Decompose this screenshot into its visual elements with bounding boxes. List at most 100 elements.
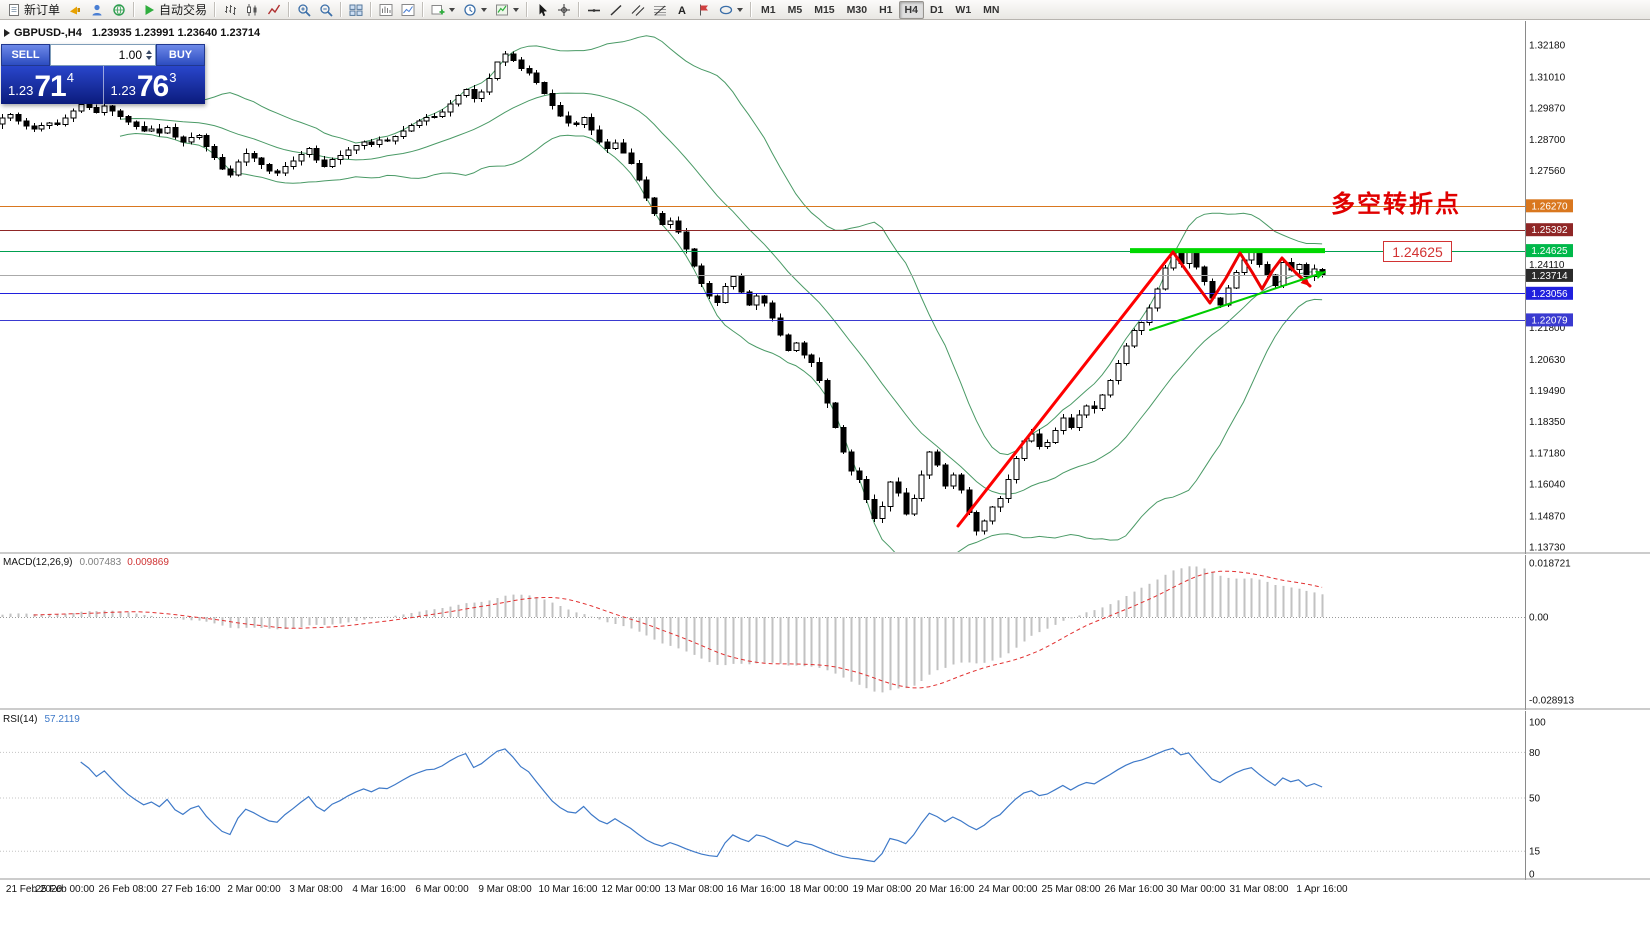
svg-text:1.29870: 1.29870	[1529, 103, 1566, 114]
trendline-tool[interactable]	[605, 1, 627, 19]
dropdown-arrow-icon[interactable]	[481, 7, 488, 12]
bar-chart-mode-button[interactable]	[219, 1, 241, 19]
price-axis: 1.32180 1.31010 1.29870 1.28700 1.27560 1.241…	[1525, 21, 1573, 880]
tf-m1-label: M1	[761, 3, 776, 16]
one-click-trading-panel: SELL 1.00 BUY 1.23 71 4 1.23 76 3	[1, 44, 205, 104]
dropdown-arrow-icon[interactable]	[737, 7, 744, 12]
periods-menu-button[interactable]	[459, 1, 491, 19]
svg-text:9 Mar 08:00: 9 Mar 08:00	[478, 884, 532, 895]
zoom-out-button[interactable]	[315, 1, 337, 19]
add-chart-button[interactable]	[427, 1, 459, 19]
fibonacci-tool[interactable]	[649, 1, 671, 19]
tile-windows-button[interactable]	[345, 1, 367, 19]
axis-price-badge	[1526, 286, 1573, 300]
svg-text:10 Mar 16:00: 10 Mar 16:00	[539, 884, 598, 895]
volume-value: 1.00	[118, 48, 142, 62]
svg-text:1.17180: 1.17180	[1529, 449, 1566, 460]
chart-lines-icon	[401, 3, 415, 17]
sell-price[interactable]: 1.23 71 4	[1, 66, 103, 104]
tf-w1[interactable]: W1	[949, 1, 977, 19]
resistance-price-label[interactable]: 1.24625	[1383, 241, 1452, 262]
svg-text:26 Mar 16:00: 26 Mar 16:00	[1105, 884, 1164, 895]
toolbar-separator	[288, 2, 291, 17]
turning-point-annotation[interactable]: 多空转折点	[1331, 191, 1461, 218]
volume-down-icon[interactable]	[146, 56, 152, 60]
volume-up-icon[interactable]	[146, 50, 152, 54]
rsi-pane	[0, 747, 1525, 863]
main-price-pane[interactable]	[0, 35, 1525, 570]
line-chart-mode-button[interactable]	[263, 1, 285, 19]
sell-price-pips: 71	[34, 70, 66, 103]
zoom-in-button[interactable]	[293, 1, 315, 19]
grid-icon	[349, 3, 363, 17]
tf-d1[interactable]: D1	[924, 1, 949, 19]
tf-h1[interactable]: H1	[873, 1, 898, 19]
tf-h4[interactable]: H4	[898, 0, 924, 19]
horn-icon	[68, 3, 82, 17]
indicators-menu-button[interactable]	[491, 1, 523, 19]
svg-text:4 Mar 16:00: 4 Mar 16:00	[352, 884, 406, 895]
sell-price-base: 1.23	[8, 83, 34, 98]
red-zigzag-arrow	[1171, 250, 1312, 305]
auto-trading-button[interactable]: 自动交易	[138, 1, 211, 19]
dropdown-arrow-icon[interactable]	[449, 7, 456, 12]
svg-text:50: 50	[1529, 794, 1541, 805]
indicator-icon	[495, 3, 509, 17]
horizontal-line-tool[interactable]	[583, 1, 605, 19]
dropdown-arrow-icon[interactable]	[513, 7, 520, 12]
bars-icon	[223, 3, 237, 17]
svg-text:25 Mar 08:00: 25 Mar 08:00	[1042, 884, 1101, 895]
new-chart-window-button[interactable]	[375, 1, 397, 19]
toolbar-separator	[526, 2, 529, 17]
svg-text:21 Feb 2020: 21 Feb 2020	[6, 884, 63, 895]
sell-button[interactable]: SELL	[1, 44, 50, 66]
axis-price-badge	[1526, 244, 1573, 258]
new-order-button[interactable]: 新订单	[3, 1, 64, 19]
text-tool[interactable]: A	[671, 1, 693, 19]
chart-profile-button[interactable]	[397, 1, 419, 19]
buy-button[interactable]: BUY	[156, 44, 205, 66]
play-icon	[142, 3, 156, 17]
pane-separators[interactable]	[0, 552, 1650, 880]
announcement-button[interactable]	[64, 1, 86, 19]
tf-m15[interactable]: M15	[808, 1, 840, 19]
svg-text:18 Mar 00:00: 18 Mar 00:00	[790, 884, 849, 895]
volume-spinner[interactable]	[146, 50, 152, 60]
candlestick-mode-button[interactable]	[241, 1, 263, 19]
crosshair-tool-button[interactable]	[553, 1, 575, 19]
drawn-objects[interactable]	[956, 250, 1326, 528]
one-click-toggle-icon[interactable]	[4, 29, 10, 37]
tf-m1[interactable]: M1	[755, 1, 782, 19]
svg-text:1.32180: 1.32180	[1529, 41, 1566, 52]
horizontal-line-objects[interactable]	[0, 206, 1525, 321]
toolbar-separator	[370, 2, 373, 17]
chart-ohlc-values: 1.23935 1.23991 1.23640 1.23714	[91, 27, 261, 39]
axis-price-badge	[1526, 313, 1573, 327]
text-label-tool[interactable]	[693, 1, 715, 19]
buy-price[interactable]: 1.23 76 3	[102, 66, 206, 104]
channel-tool[interactable]	[627, 1, 649, 19]
svg-text:16 Mar 16:00: 16 Mar 16:00	[727, 884, 786, 895]
candle-icon	[245, 3, 259, 17]
globe-icon	[112, 3, 126, 17]
svg-text:2 Mar 00:00: 2 Mar 00:00	[227, 884, 281, 895]
axis-price-badge	[1526, 223, 1573, 237]
volume-input[interactable]: 1.00	[50, 44, 156, 66]
zoom-out-icon	[319, 3, 333, 17]
tf-m5[interactable]: M5	[782, 1, 809, 19]
tf-mn[interactable]: MN	[977, 1, 1005, 19]
tf-m30[interactable]: M30	[841, 1, 873, 19]
toolbar-separator	[422, 2, 425, 17]
channel-icon	[631, 3, 645, 17]
svg-text:20 Mar 16:00: 20 Mar 16:00	[916, 884, 975, 895]
tf-m5-label: M5	[787, 3, 803, 16]
toolbar-separator	[578, 2, 581, 17]
market-watch-button[interactable]	[86, 1, 108, 19]
cursor-tool-button[interactable]	[531, 1, 553, 19]
community-button[interactable]	[108, 1, 130, 19]
svg-text:0: 0	[1529, 870, 1535, 881]
shapes-tool[interactable]	[715, 1, 747, 19]
buy-price-point: 3	[169, 70, 177, 85]
svg-text:1.28700: 1.28700	[1529, 135, 1566, 146]
